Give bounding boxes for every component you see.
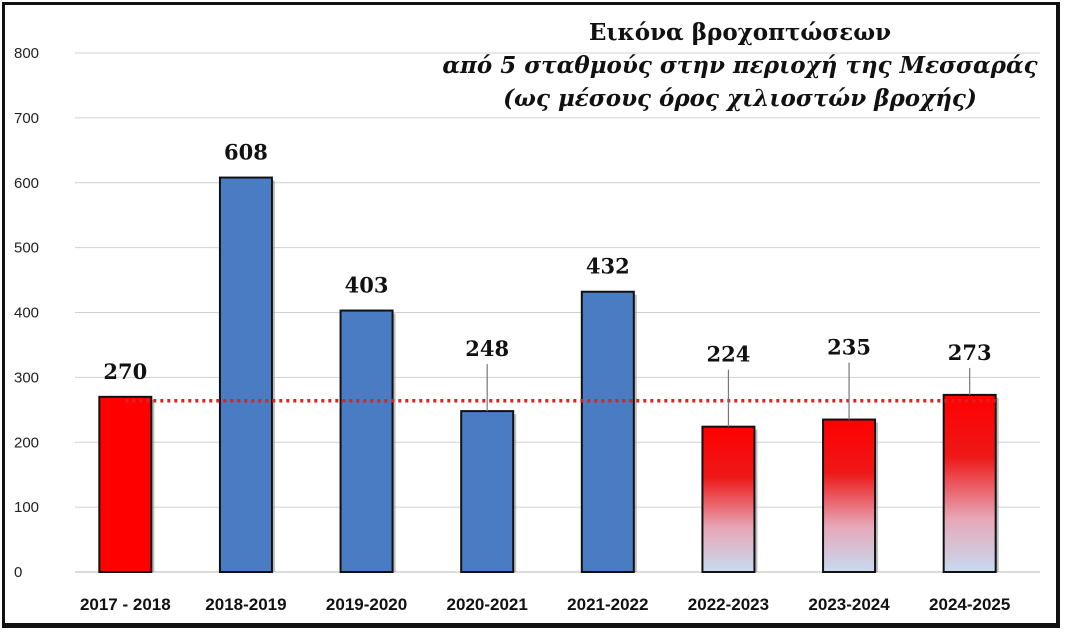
x-tick-label: 2022-2023	[688, 595, 769, 614]
bar-2019-2020	[339, 309, 394, 573]
data-label: 235	[827, 335, 871, 360]
y-tick-label: 300	[14, 369, 39, 386]
data-label: 608	[224, 140, 268, 165]
data-label: 403	[345, 273, 389, 298]
x-tick-label: 2020-2021	[447, 595, 528, 614]
bar-2018-2019	[218, 176, 273, 573]
data-label: 273	[948, 340, 992, 365]
bar-2023-2024	[822, 418, 877, 574]
chart-title-line-1: Εικόνα βροχοπτώσεων	[588, 19, 892, 46]
chart-title-line-2: από 5 σταθμούς στην περιοχή της Μεσσαράς	[442, 52, 1038, 79]
bar-2022-2023	[701, 425, 756, 573]
y-tick-label: 200	[14, 434, 39, 451]
data-label: 270	[103, 359, 147, 384]
bar-2017-2018	[98, 395, 153, 573]
chart-title-line-3: (ως μέσους όρος χιλιοστών βροχής)	[503, 85, 977, 112]
x-tick-label: 2019-2020	[326, 595, 407, 614]
chart-title: Εικόνα βροχοπτώσεων από 5 σταθμούς στην …	[420, 16, 1060, 115]
y-tick-label: 100	[14, 499, 39, 516]
y-tick-label: 600	[14, 175, 39, 192]
bar-2024-2025	[942, 393, 997, 573]
x-tick-label: 2017 - 2018	[80, 595, 171, 614]
bar-2021-2022	[580, 290, 635, 573]
y-tick-label: 0	[14, 564, 22, 581]
chart-frame	[2, 2, 1060, 628]
y-tick-label: 800	[14, 45, 39, 62]
y-tick-label: 500	[14, 240, 39, 257]
x-tick-label: 2018-2019	[205, 595, 286, 614]
data-label: 224	[707, 342, 751, 367]
x-tick-label: 2023-2024	[808, 595, 890, 614]
data-label: 432	[586, 254, 630, 279]
y-tick-label: 700	[14, 110, 39, 127]
bar-2020-2021	[460, 410, 515, 573]
x-tick-label: 2021-2022	[567, 595, 648, 614]
data-label: 248	[465, 336, 509, 361]
x-tick-label: 2024-2025	[929, 595, 1010, 614]
y-tick-label: 400	[14, 305, 39, 322]
